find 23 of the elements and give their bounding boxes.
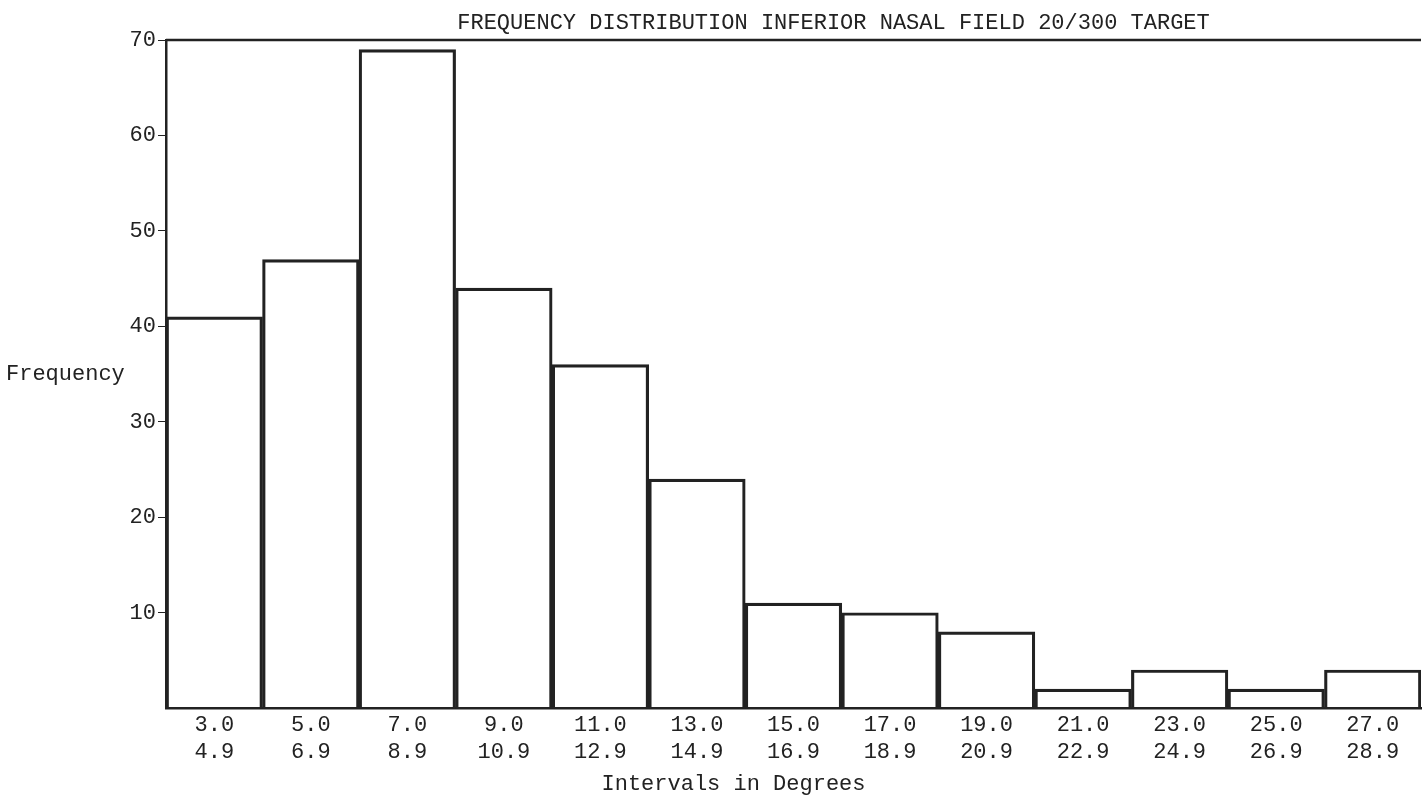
x-tick-label: 17.0 18.9 — [863, 713, 917, 765]
x-tick-label: 15.0 16.9 — [767, 713, 820, 765]
x-tick-label: 23.0 24.9 — [1153, 713, 1207, 765]
x-tick-label: 9.0 10.9 — [477, 713, 531, 765]
x-tick-label: 11.0 12.9 — [574, 713, 627, 765]
y-tick-label: 20 — [129, 505, 156, 531]
x-tick-label: 21.0 22.9 — [1056, 713, 1110, 765]
x-tick-label: 5.0 6.9 — [291, 713, 331, 765]
x-tick-label: 25.0 26.9 — [1249, 713, 1303, 765]
x-tick-label: 13.0 14.9 — [670, 713, 724, 765]
x-axis-title: Intervals in Degrees — [601, 771, 866, 797]
y-tick-label: 10 — [129, 600, 156, 626]
x-tick-label: 27.0 28.9 — [1346, 713, 1400, 765]
chart-title: FREQUENCY DISTRIBUTION INFERIOR NASAL FIELD 20/300 TARGET — [457, 10, 1210, 36]
x-tick-label: 7.0 8.9 — [387, 713, 428, 765]
x-tick-label: 19.0 20.9 — [960, 713, 1013, 765]
y-tick-label: 50 — [129, 218, 156, 244]
x-tick-label: 3.0 4.9 — [194, 713, 235, 765]
y-axis-title: Frequency — [6, 361, 125, 387]
y-tick-label: 40 — [129, 314, 156, 340]
y-tick-label: 60 — [129, 123, 156, 149]
y-tick-label: 30 — [129, 409, 156, 435]
y-tick-label: 70 — [129, 27, 156, 53]
